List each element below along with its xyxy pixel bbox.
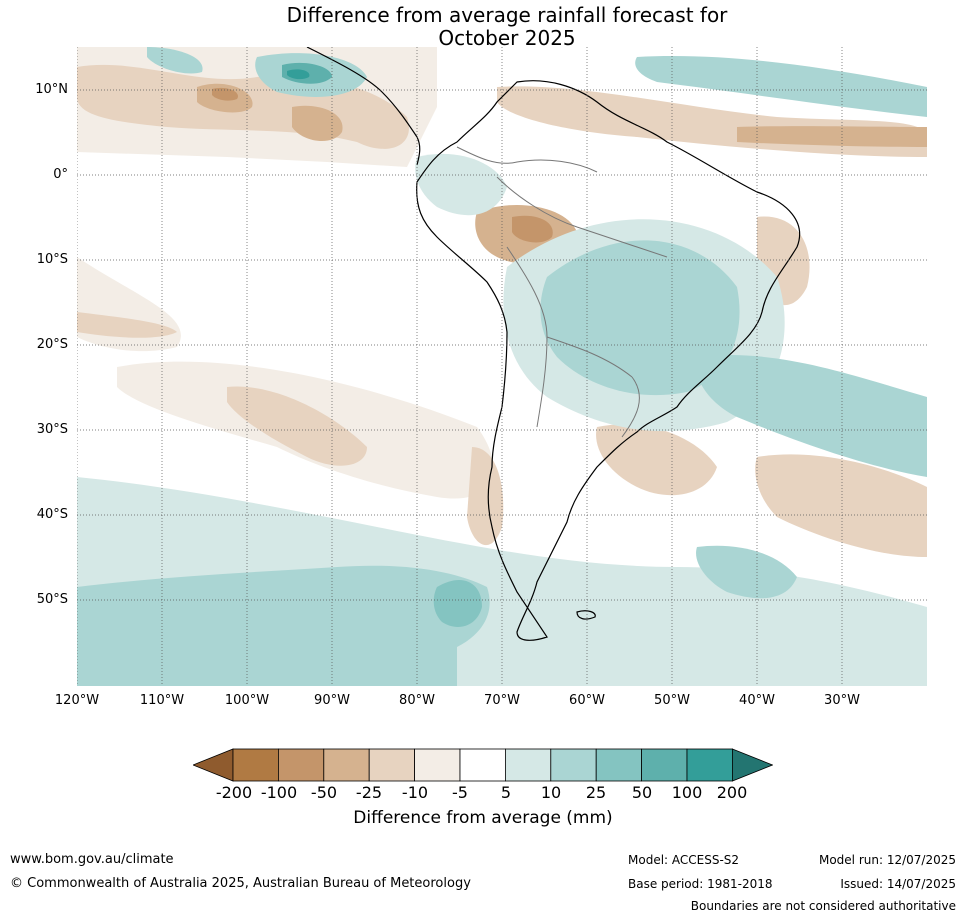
map-canvas [77, 47, 927, 686]
lat-label-10s: 10°S [36, 252, 68, 267]
dry-region-amazon-core [512, 215, 553, 243]
legend-color-cell [323, 748, 370, 782]
rainfall-map [77, 47, 927, 686]
wet-region-caribbean-center [287, 69, 310, 80]
graticule [77, 47, 927, 686]
lon-label-100w: 100°W [224, 693, 270, 708]
dry-region-atlantic-core [737, 126, 927, 147]
footer-copyright: © Commonwealth of Australia 2025, Austra… [10, 876, 471, 891]
wet-region-pacific-north [147, 47, 203, 74]
dry-region-south-pacific-4 [227, 386, 367, 466]
title-line-1: Difference from average rainfall forecas… [286, 3, 728, 27]
wet-region-south-atlantic-core [696, 545, 797, 599]
lat-label-20s: 20°S [36, 337, 68, 352]
legend-tick-label: -10 [401, 783, 429, 802]
footer-disclaimer: Boundaries are not considered authoritat… [690, 899, 956, 913]
wet-region-southern-ocean-inner [77, 565, 490, 686]
legend-color-cell [232, 748, 279, 782]
wet-region-colombia [415, 153, 507, 216]
legend-tick-label: 25 [585, 783, 607, 802]
country-borders [456, 146, 668, 438]
footer-website: www.bom.gov.au/climate [10, 852, 174, 867]
wet-region-cape-horn [433, 579, 482, 627]
title-line-2: October 2025 [438, 26, 576, 50]
legend-color-cell [641, 748, 688, 782]
legend-colorbar [193, 748, 773, 782]
footer-model: Model: ACCESS-S2 [628, 853, 740, 867]
central-america-coastline [306, 47, 421, 166]
legend-color-cells [193, 748, 773, 782]
legend-color-cell [459, 748, 506, 782]
legend-tick-label: 5 [500, 783, 512, 802]
footer-model-run: Model run: 12/07/2025 [818, 853, 956, 867]
legend-tick-label: 50 [631, 783, 653, 802]
legend-color-cell [368, 748, 415, 782]
continent-outlines [306, 47, 801, 641]
map-title: Difference from average rainfall forecas… [0, 4, 965, 50]
falklands-outline [576, 610, 596, 620]
lat-label-50s: 50°S [36, 592, 68, 607]
legend-color-cell [550, 748, 597, 782]
dry-region-uruguay [596, 424, 717, 496]
lon-label-60w: 60°W [569, 693, 605, 708]
lon-label-40w: 40°W [739, 693, 775, 708]
lon-label-30w: 30°W [824, 693, 860, 708]
lon-label-110w: 110°W [139, 693, 185, 708]
legend-tick-label: 200 [716, 783, 748, 802]
legend-tick-label: -50 [310, 783, 338, 802]
dry-region-south-pacific-2 [77, 312, 177, 338]
legend-color-cell [504, 748, 552, 782]
lat-label-30s: 30°S [36, 422, 68, 437]
legend-tick-label: -100 [260, 783, 298, 802]
lon-label-90w: 90°W [314, 693, 350, 708]
lat-label-40s: 40°S [36, 507, 68, 522]
lon-label-80w: 80°W [399, 693, 435, 708]
dry-region-patagonia [467, 447, 504, 546]
wet-region-brazil-inner [540, 240, 740, 396]
legend-color-cell [414, 748, 461, 782]
wet-region-atlantic-north [635, 56, 927, 117]
lon-label-50w: 50°W [654, 693, 690, 708]
legend-color-cell [278, 748, 325, 782]
dry-region-pacific-center [292, 105, 343, 142]
lon-label-120w: 120°W [54, 693, 100, 708]
dry-region-core-2 [212, 87, 238, 101]
footer-base-period: Base period: 1981-2018 [628, 877, 773, 891]
legend-tick-label: -5 [452, 783, 468, 802]
wet-region-south-atlantic-band [696, 355, 927, 477]
south-america-coastline [416, 80, 801, 641]
legend-tick-label: -25 [355, 783, 383, 802]
lat-label-0: 0° [53, 167, 68, 182]
lon-label-70w: 70°W [484, 693, 520, 708]
legend-color-cell [686, 748, 733, 782]
legend-arrow-left [193, 748, 234, 782]
footer-issued: Issued: 14/07/2025 [840, 877, 956, 891]
legend-arrow-right [732, 748, 773, 782]
legend-tick-label: 100 [671, 783, 703, 802]
legend-color-cell [595, 748, 643, 782]
lat-label-10n: 10°N [35, 82, 68, 97]
legend-tick-label: -200 [215, 783, 253, 802]
dry-region-south-atlantic [755, 454, 927, 557]
legend-title: Difference from average (mm) [353, 808, 613, 828]
legend-tick-label: 10 [540, 783, 562, 802]
